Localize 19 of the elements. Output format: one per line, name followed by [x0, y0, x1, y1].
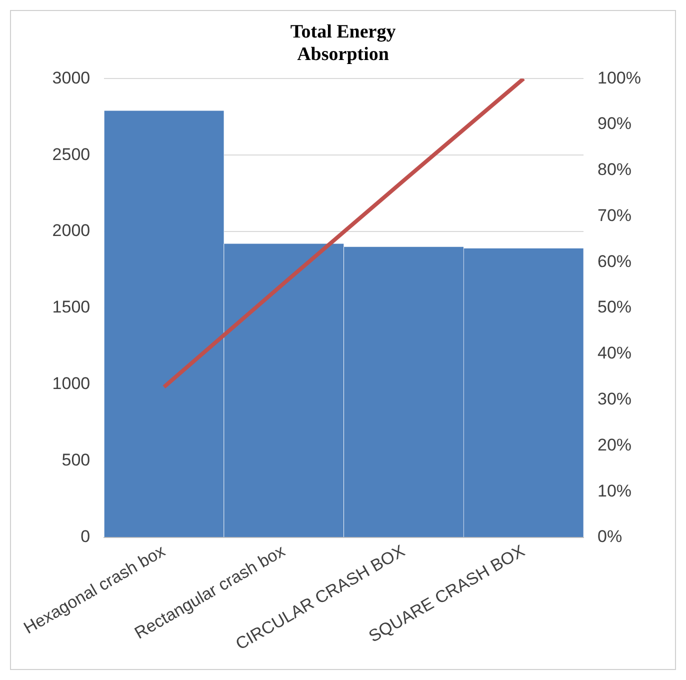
- y2-tick-label: 40%: [598, 344, 632, 363]
- y-tick-label: 1000: [52, 374, 90, 394]
- y2-tick-label: 90%: [598, 114, 632, 134]
- y2-tick-label: 60%: [598, 252, 632, 271]
- chart-title: Total Energy Absorption: [290, 21, 396, 66]
- y-tick-label: 500: [62, 450, 90, 470]
- y-tick-label: 3000: [52, 68, 90, 88]
- y2-tick-label: 20%: [598, 435, 632, 454]
- y2-tick-label: 0%: [598, 527, 622, 546]
- y2-tick-label: 80%: [598, 160, 632, 180]
- y-tick-label: 2500: [52, 144, 90, 164]
- y-tick-label: 0: [80, 527, 90, 546]
- y-tick-label: 2000: [52, 221, 90, 240]
- y2-tick-label: 50%: [598, 298, 632, 317]
- y2-tick-label: 100%: [598, 68, 642, 88]
- y2-tick-label: 10%: [598, 481, 632, 500]
- y2-tick-label: 30%: [598, 389, 632, 408]
- y2-tick-label: 70%: [598, 206, 632, 225]
- y-tick-label: 1500: [52, 298, 90, 317]
